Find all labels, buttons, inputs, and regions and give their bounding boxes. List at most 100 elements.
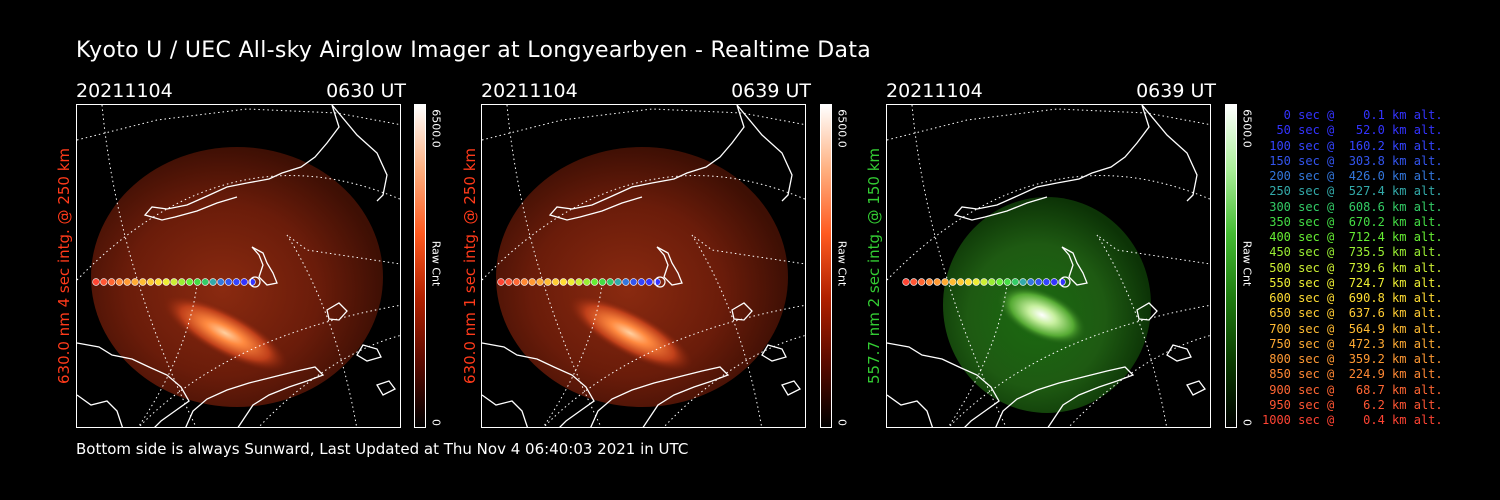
trajectory-dot	[902, 278, 910, 286]
trajectory-dot	[1050, 278, 1058, 286]
trajectory-dot	[193, 278, 202, 286]
trajectory-dot	[559, 278, 568, 286]
panel-time: 0630 UT	[326, 80, 406, 102]
trajectory-dot	[107, 278, 116, 286]
trajectory-dot	[1034, 278, 1043, 286]
trajectory-dot	[925, 278, 934, 286]
trajectory-dot	[629, 278, 638, 286]
graticule	[482, 105, 805, 427]
image-panel-3: 20211104 0639 UT	[886, 80, 1216, 430]
trajectory-dot	[512, 278, 521, 286]
trajectory-dot	[505, 278, 513, 286]
trajectory-dot	[598, 278, 607, 286]
panel-time: 0639 UT	[1136, 80, 1216, 102]
trajectory-legend: 0 sec @ 0.1 km alt. 50 sec @ 52.0 km alt…	[1262, 108, 1443, 428]
trajectory-dot	[933, 278, 941, 286]
trajectory-dot	[964, 278, 973, 286]
trajectory-dot	[941, 278, 949, 286]
colorbar-min: 0	[1240, 419, 1254, 426]
panel-date: 20211104	[76, 80, 173, 102]
station-marker	[1059, 276, 1071, 288]
trajectory-dot	[583, 278, 591, 286]
allsky-image	[481, 104, 806, 428]
legend-entry: 150 sec @ 303.8 km alt.	[1262, 153, 1443, 168]
trajectory-dot	[154, 278, 163, 286]
coastline	[887, 105, 1206, 427]
coastline	[482, 105, 801, 427]
legend-entry: 450 sec @ 735.5 km alt.	[1262, 245, 1443, 260]
trajectory-dot	[567, 278, 575, 286]
trajectory-dot	[988, 278, 996, 286]
trajectory-dot	[170, 278, 178, 286]
legend-entry: 200 sec @ 426.0 km alt.	[1262, 169, 1443, 183]
colorbar-label: Raw Cnt	[1240, 240, 1254, 287]
trajectory-dot	[1003, 278, 1012, 286]
aurora-arc	[162, 294, 288, 372]
footer-note: Bottom side is always Sunward, Last Upda…	[76, 440, 689, 458]
trajectory-dot	[520, 278, 529, 286]
panel-date: 20211104	[886, 80, 983, 102]
trajectory-dot	[92, 278, 100, 286]
colorbar-max: 6500.0	[1240, 109, 1254, 148]
trajectory-dot	[551, 278, 560, 286]
legend-entry: 100 sec @ 160.2 km alt.	[1262, 138, 1443, 153]
trajectory-dot	[1011, 278, 1019, 286]
trajectory-dot	[575, 278, 583, 286]
trajectory-dot	[497, 278, 505, 286]
legend-entry: 550 sec @ 724.7 km alt.	[1262, 275, 1443, 290]
side-label-3: 557.7 nm 2 sec intg. @ 150 km	[865, 147, 883, 385]
trajectory-dot	[956, 278, 965, 286]
colorbar-label: Raw Cnt	[429, 240, 443, 287]
image-panel-1: 20211104 0630 UT	[76, 80, 406, 430]
legend-entry: 0 sec @ 0.1 km alt.	[1262, 108, 1443, 122]
page-title: Kyoto U / UEC All-sky Airglow Imager at …	[76, 38, 872, 63]
trajectory-dot	[622, 278, 630, 286]
trajectory-dot	[115, 278, 124, 286]
legend-entry: 600 sec @ 690.8 km alt.	[1262, 291, 1443, 305]
graticule	[77, 105, 400, 427]
trajectory-dot	[637, 278, 646, 286]
station-marker	[249, 276, 261, 288]
coastline	[77, 105, 396, 427]
trajectory-dot	[224, 278, 233, 286]
trajectory-dot	[100, 278, 108, 286]
trajectory-dot	[1019, 278, 1027, 286]
legend-entry: 950 sec @ 6.2 km alt.	[1262, 397, 1443, 412]
trajectory-dot	[995, 278, 1004, 286]
graticule	[887, 105, 1210, 427]
trajectory-dot	[209, 278, 217, 286]
trajectory-dot	[123, 278, 131, 286]
trajectory-dot	[178, 278, 186, 286]
trajectory-dot	[917, 278, 926, 286]
airglow-disc	[496, 147, 788, 407]
legend-entry: 1000 sec @ 0.4 km alt.	[1262, 413, 1443, 427]
trajectory-dot	[1042, 278, 1051, 286]
legend-entry: 250 sec @ 527.4 km alt.	[1262, 184, 1443, 199]
colorbar-max: 6500.0	[835, 109, 849, 148]
trajectory-dot	[217, 278, 225, 286]
trajectory-dot	[544, 278, 552, 286]
legend-entry: 300 sec @ 608.6 km alt.	[1262, 199, 1443, 214]
colorbar	[414, 104, 426, 428]
aurora-arc	[567, 294, 693, 372]
legend-entry: 900 sec @ 68.7 km alt.	[1262, 382, 1443, 397]
trajectory-dot	[645, 278, 653, 286]
legend-entry: 800 sec @ 359.2 km alt.	[1262, 352, 1443, 366]
trajectory-dot	[536, 278, 544, 286]
colorbar-label: Raw Cnt	[835, 240, 849, 287]
legend-entry: 500 sec @ 739.6 km alt.	[1262, 260, 1443, 275]
trajectory-dot	[139, 278, 147, 286]
colorbar	[820, 104, 832, 428]
trajectory-dot	[980, 278, 988, 286]
legend-entry: 750 sec @ 472.3 km alt.	[1262, 336, 1443, 351]
trajectory-dot	[606, 278, 614, 286]
airglow-disc	[91, 147, 383, 407]
trajectory-dot	[240, 278, 248, 286]
trajectory-dot	[972, 278, 980, 286]
side-label-2: 630.0 nm 1 sec intg. @ 250 km	[461, 147, 479, 385]
side-label-1: 630.0 nm 4 sec intg. @ 250 km	[55, 147, 73, 385]
legend-entry: 850 sec @ 224.9 km alt.	[1262, 367, 1443, 382]
trajectory-dot	[185, 278, 194, 286]
allsky-svg	[77, 105, 400, 427]
station-marker	[654, 276, 666, 288]
